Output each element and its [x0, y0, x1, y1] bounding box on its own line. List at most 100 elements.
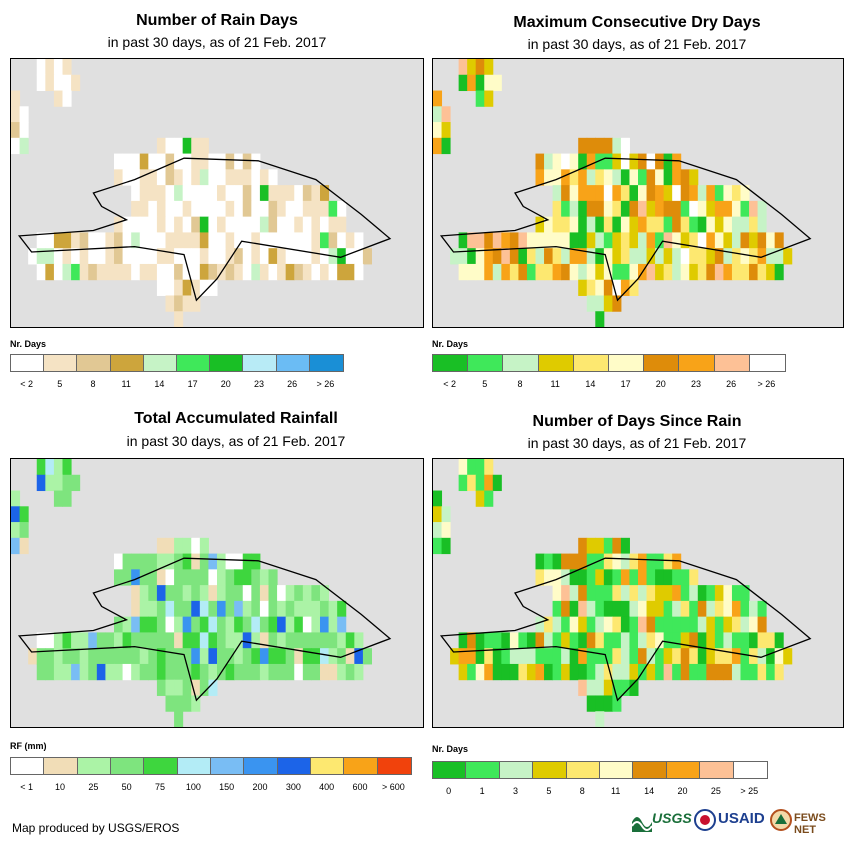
map-cell: [484, 459, 494, 476]
legend-tick-label: 5: [482, 379, 488, 389]
map-cell: [242, 216, 252, 233]
legend-swatch: [538, 355, 574, 371]
map-cell: [148, 263, 158, 281]
map-cell: [723, 585, 733, 602]
map-cell: [680, 585, 690, 602]
map-cell: [655, 553, 665, 570]
map-cell: [268, 185, 278, 202]
map-rainfall[interactable]: [10, 458, 424, 728]
legend-swatch: [177, 758, 211, 774]
map-cell: [165, 279, 175, 296]
map-cell: [71, 663, 81, 681]
map-cell: [148, 600, 158, 618]
map-cell: [757, 616, 767, 633]
map-cell: [612, 295, 622, 312]
legend-swatch: [110, 758, 145, 774]
map-cell: [208, 185, 218, 202]
legend-tick-label: 8: [517, 379, 523, 389]
map-cell: [174, 553, 184, 570]
map-cell: [328, 200, 338, 218]
map-cell: [174, 232, 184, 249]
map-cell: [638, 632, 648, 649]
map-cell: [337, 616, 347, 633]
map-cell: [234, 185, 244, 202]
map-cell: [603, 185, 613, 202]
map-cell: [122, 263, 132, 281]
legend-tick-label: 10: [54, 782, 66, 792]
map-cell: [53, 663, 63, 681]
map-cell: [199, 648, 209, 665]
map-cell: [578, 663, 588, 681]
map-cell: [62, 90, 72, 107]
map-cell: [53, 232, 63, 249]
map-cell: [199, 663, 209, 681]
map-cell: [723, 616, 733, 633]
map-cell: [45, 663, 55, 681]
map-cell: [646, 169, 656, 186]
map-cell: [578, 137, 588, 155]
map-cell: [36, 248, 46, 265]
map-cell: [268, 663, 278, 681]
map-cell: [646, 648, 656, 665]
map-cell: [53, 90, 63, 107]
map-cell: [689, 585, 699, 602]
map-rain-days[interactable]: [10, 58, 424, 328]
map-cell: [646, 600, 656, 618]
map-cell: [191, 695, 201, 712]
map-cell: [96, 263, 106, 281]
map-cell: [208, 679, 218, 696]
map-cell: [518, 648, 528, 665]
map-cell: [535, 232, 545, 249]
map-cell: [655, 232, 665, 249]
map-cell: [165, 153, 175, 170]
map-cell: [672, 569, 682, 586]
map-cell: [663, 169, 673, 186]
map-cell: [620, 569, 630, 586]
map-cell: [672, 648, 682, 665]
map-cell: [731, 616, 741, 633]
map-cell: [79, 263, 89, 281]
map-cell: [578, 200, 588, 218]
map-cell: [36, 263, 46, 281]
map-days-since-rain[interactable]: [432, 458, 844, 728]
map-cell: [458, 248, 468, 265]
map-cell: [242, 569, 252, 586]
map-cell: [620, 232, 630, 249]
map-cell: [672, 600, 682, 618]
map-cell: [156, 585, 166, 602]
map-cell: [217, 200, 227, 218]
map-cell: [139, 632, 149, 649]
map-cell: [182, 537, 192, 555]
map-cell: [337, 632, 347, 649]
map-cell: [208, 600, 218, 618]
map-cell: [638, 600, 648, 618]
map-cell: [552, 663, 562, 681]
map-cell: [492, 632, 502, 649]
map-cell: [45, 74, 55, 92]
map-cell: [638, 569, 648, 586]
fews-net-logo: FEWS NET: [770, 806, 844, 836]
map-cell: [638, 169, 648, 186]
map-cell: [731, 216, 741, 233]
map-cell: [62, 632, 72, 649]
map-cell: [731, 663, 741, 681]
map-cell: [208, 632, 218, 649]
map-dry-days[interactable]: [432, 58, 844, 328]
map-cell: [311, 185, 321, 202]
legend-tick-label: 50: [121, 782, 132, 792]
map-cell: [174, 311, 184, 327]
map-cell: [731, 185, 741, 202]
map-cell: [646, 263, 656, 281]
map-cell: [225, 663, 235, 681]
panel-subtitle-rain-days: in past 30 days, as of 21 Feb. 2017: [107, 34, 327, 50]
map-cell: [569, 216, 579, 233]
map-cell: [612, 695, 622, 712]
map-cell: [672, 200, 682, 218]
map-cell: [612, 679, 622, 696]
map-cell: [96, 248, 106, 265]
map-cell: [714, 648, 724, 665]
map-cell: [182, 232, 192, 249]
map-cell: [62, 74, 72, 92]
map-cell: [680, 648, 690, 665]
map-cell: [182, 600, 192, 618]
